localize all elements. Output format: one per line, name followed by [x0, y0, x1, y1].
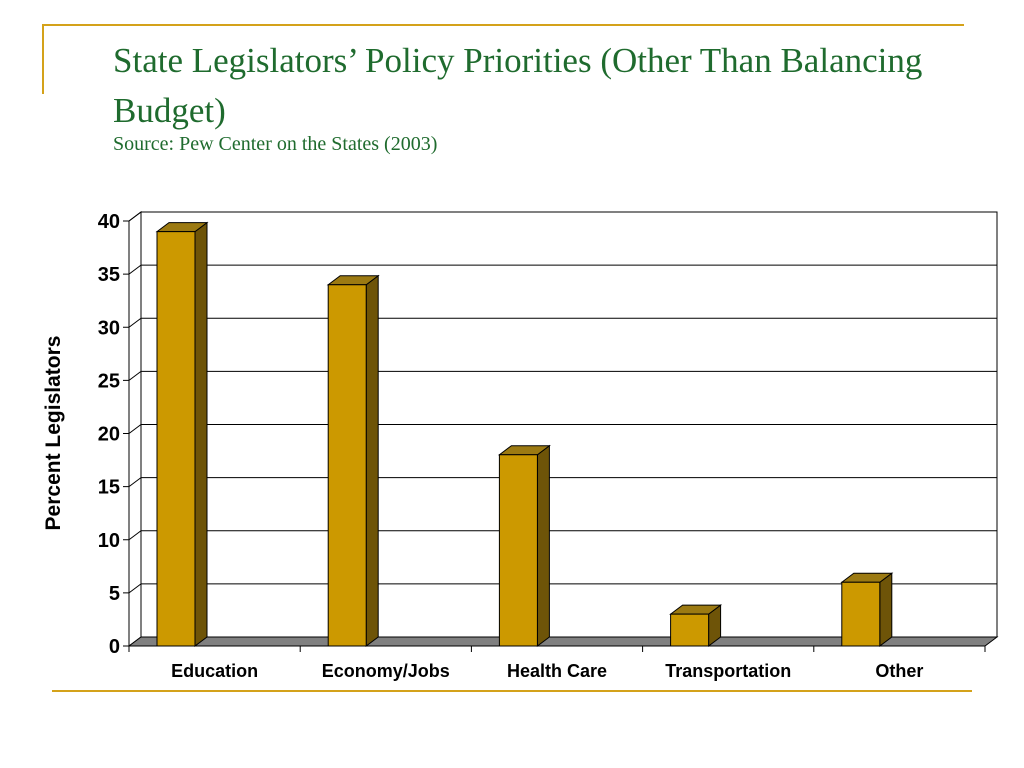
bar-side: [879, 572, 893, 647]
y-tick-label: 40: [98, 211, 120, 233]
y-tick-label: 5: [109, 583, 120, 605]
slide-title: State Legislators’ Policy Priorities (Ot…: [113, 41, 923, 130]
y-tick-label: 15: [98, 477, 120, 499]
y-tick-label: 20: [98, 424, 120, 446]
bar-front: [670, 613, 710, 647]
bar: [497, 444, 551, 647]
bar-chart: 0 5 10 15 20 25 30 35 40 Education Economy/Jobs Hea…: [42, 211, 999, 681]
x-tick-label: Health Care: [507, 661, 607, 681]
y-tick-label: 35: [98, 264, 120, 286]
bar: [669, 604, 723, 647]
gridline-side: [128, 211, 142, 222]
x-tick-label: Other: [875, 661, 923, 681]
gridline-side: [128, 583, 142, 594]
x-tick-label: Economy/Jobs: [322, 661, 450, 681]
bar: [326, 274, 380, 647]
left-accent-rule: [42, 24, 44, 94]
gridline-side: [128, 317, 142, 328]
grid-layer: [127, 211, 999, 647]
gridline-side: [128, 264, 142, 275]
bar: [155, 221, 209, 647]
bar-front: [327, 284, 367, 647]
bar-side: [536, 444, 550, 647]
bar-side: [365, 274, 379, 647]
bars-layer: [155, 221, 894, 647]
x-tick-label: Transportation: [665, 661, 791, 681]
bar-side: [194, 221, 208, 647]
y-tick-label: 0: [109, 636, 120, 658]
y-tick-label: 30: [98, 317, 120, 339]
bar-front: [156, 231, 196, 647]
y-tick-label: 25: [98, 370, 120, 392]
bar-front: [841, 581, 881, 647]
top-accent-rule: [42, 24, 964, 26]
gridline-side: [128, 477, 142, 488]
y-axis-label: Percent Legislators: [42, 336, 65, 531]
bar: [840, 572, 894, 647]
x-tick-label: Education: [171, 661, 258, 681]
gridline-side: [128, 424, 142, 434]
y-tick-label: 10: [98, 530, 120, 552]
bar-front: [498, 454, 538, 647]
gridline-side: [128, 530, 142, 541]
slide-subtitle: Source: Pew Center on the States (2003): [113, 133, 438, 155]
axis-layer: 0 5 10 15 20 25 30 35 40 Education Economy/Jobs Hea…: [98, 211, 986, 681]
bottom-accent-rule: [52, 690, 972, 692]
gridline-side: [128, 370, 142, 381]
